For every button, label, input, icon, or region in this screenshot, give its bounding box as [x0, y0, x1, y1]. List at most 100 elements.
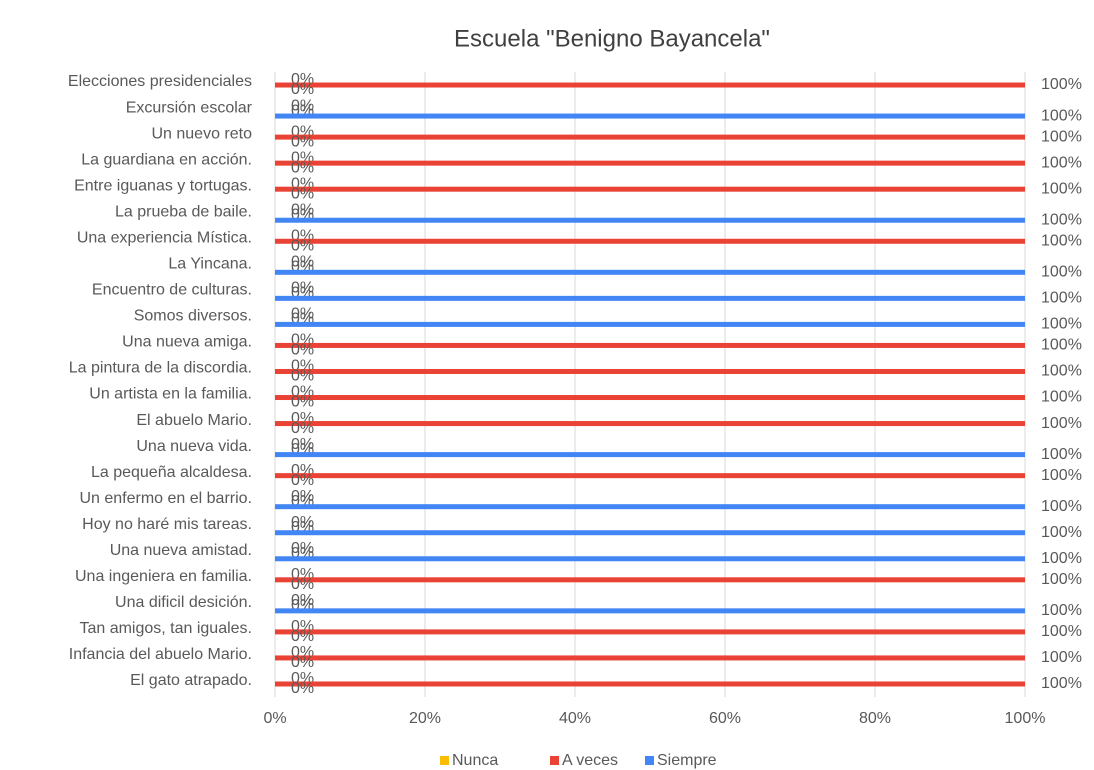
y-tick-label: Una ingeniera en familia. — [75, 568, 252, 585]
data-label: 0% — [291, 201, 314, 218]
x-tick-label: 20% — [409, 710, 441, 727]
bar — [275, 608, 1025, 614]
y-tick-label: Entre iguanas y tortugas. — [74, 177, 252, 194]
y-tick-label: El abuelo Mario. — [136, 412, 252, 429]
bar — [275, 530, 1025, 536]
y-tick-label: Un nuevo reto — [151, 125, 252, 142]
data-label: 100% — [1041, 180, 1082, 197]
legend-swatch — [550, 756, 559, 765]
y-tick-label: La pintura de la discordia. — [69, 360, 252, 377]
data-label: 100% — [1041, 154, 1082, 171]
y-tick-label: Hoy no haré mis tareas. — [82, 516, 252, 533]
chart-title: Escuela "Benigno Bayancela" — [454, 25, 770, 52]
data-label: 0% — [291, 592, 314, 609]
y-tick-label: Excursión escolar — [126, 99, 253, 116]
data-label: 0% — [291, 237, 314, 254]
data-label: 100% — [1041, 76, 1082, 93]
y-tick-label: Un enfermo en el barrio. — [79, 490, 252, 507]
bar — [275, 82, 1025, 88]
data-label: 100% — [1041, 524, 1082, 541]
x-tick-label: 60% — [709, 710, 741, 727]
bar — [275, 556, 1025, 562]
data-label: 100% — [1041, 649, 1082, 666]
bar — [275, 473, 1025, 479]
data-label: 0% — [291, 540, 314, 557]
data-label: 100% — [1041, 264, 1082, 281]
data-label: 100% — [1041, 211, 1082, 228]
bar — [275, 269, 1025, 275]
bar — [275, 134, 1025, 140]
y-tick-label: Un artista en la familia. — [89, 386, 252, 403]
y-tick-label: El gato atrapado. — [130, 672, 252, 689]
y-tick-label: Una experiencia Mística. — [77, 229, 252, 246]
y-tick-label: La Yincana. — [168, 256, 252, 273]
data-label: 0% — [291, 185, 314, 202]
bar — [275, 160, 1025, 166]
bar — [275, 655, 1025, 661]
x-tick-label: 100% — [1005, 710, 1046, 727]
bar — [275, 186, 1025, 192]
data-label: 100% — [1041, 571, 1082, 588]
y-tick-label: Una nueva amistad. — [110, 542, 252, 559]
y-tick-label: Una dificil desición. — [115, 594, 252, 611]
data-label: 0% — [291, 394, 314, 411]
bar — [275, 421, 1025, 427]
legend-label: Nunca — [452, 752, 498, 769]
data-label: 100% — [1041, 623, 1082, 640]
bar — [275, 577, 1025, 583]
data-label: 0% — [291, 420, 314, 437]
data-label: 0% — [291, 436, 314, 453]
data-label: 0% — [291, 576, 314, 593]
y-tick-label: La prueba de baile. — [115, 203, 252, 220]
data-label: 0% — [291, 514, 314, 531]
data-label: 100% — [1041, 602, 1082, 619]
legend-swatch — [645, 756, 654, 765]
x-tick-label: 40% — [559, 710, 591, 727]
data-label: 100% — [1041, 107, 1082, 124]
data-label: 100% — [1041, 316, 1082, 333]
legend-label: Siempre — [657, 752, 717, 769]
data-label: 0% — [291, 680, 314, 697]
data-label: 0% — [291, 342, 314, 359]
data-label: 0% — [291, 306, 314, 323]
data-label: 0% — [291, 280, 314, 297]
y-tick-label: Encuentro de culturas. — [92, 282, 252, 299]
bar — [275, 452, 1025, 458]
bar — [275, 238, 1025, 244]
data-label: 100% — [1041, 550, 1082, 567]
data-label: 100% — [1041, 389, 1082, 406]
data-label: 100% — [1041, 232, 1082, 249]
data-label: 0% — [291, 628, 314, 645]
bar — [275, 395, 1025, 401]
bar — [275, 342, 1025, 348]
data-label: 0% — [291, 368, 314, 385]
bar — [275, 217, 1025, 223]
legend-swatch — [440, 756, 449, 765]
bar — [275, 504, 1025, 510]
x-tick-label: 0% — [263, 710, 286, 727]
data-label: 100% — [1041, 363, 1082, 380]
data-label: 100% — [1041, 290, 1082, 307]
data-label: 100% — [1041, 675, 1082, 692]
y-tick-label: Somos diversos. — [134, 308, 252, 325]
y-tick-label: La guardiana en acción. — [81, 151, 252, 168]
y-tick-label: Infancia del abuelo Mario. — [69, 646, 252, 663]
y-tick-label: Una nueva amiga. — [122, 334, 252, 351]
data-label: 100% — [1041, 498, 1082, 515]
data-label: 0% — [291, 488, 314, 505]
data-label: 100% — [1041, 415, 1082, 432]
bar — [275, 295, 1025, 301]
data-label: 0% — [291, 97, 314, 114]
data-label: 0% — [291, 159, 314, 176]
y-tick-label: La pequeña alcaldesa. — [91, 464, 252, 481]
data-label: 0% — [291, 472, 314, 489]
bar — [275, 321, 1025, 327]
data-label: 100% — [1041, 467, 1082, 484]
data-label: 0% — [291, 654, 314, 671]
bar — [275, 113, 1025, 119]
bar — [275, 681, 1025, 687]
x-tick-label: 80% — [859, 710, 891, 727]
data-label: 100% — [1041, 446, 1082, 463]
y-tick-label: Elecciones presidenciales — [68, 73, 252, 90]
